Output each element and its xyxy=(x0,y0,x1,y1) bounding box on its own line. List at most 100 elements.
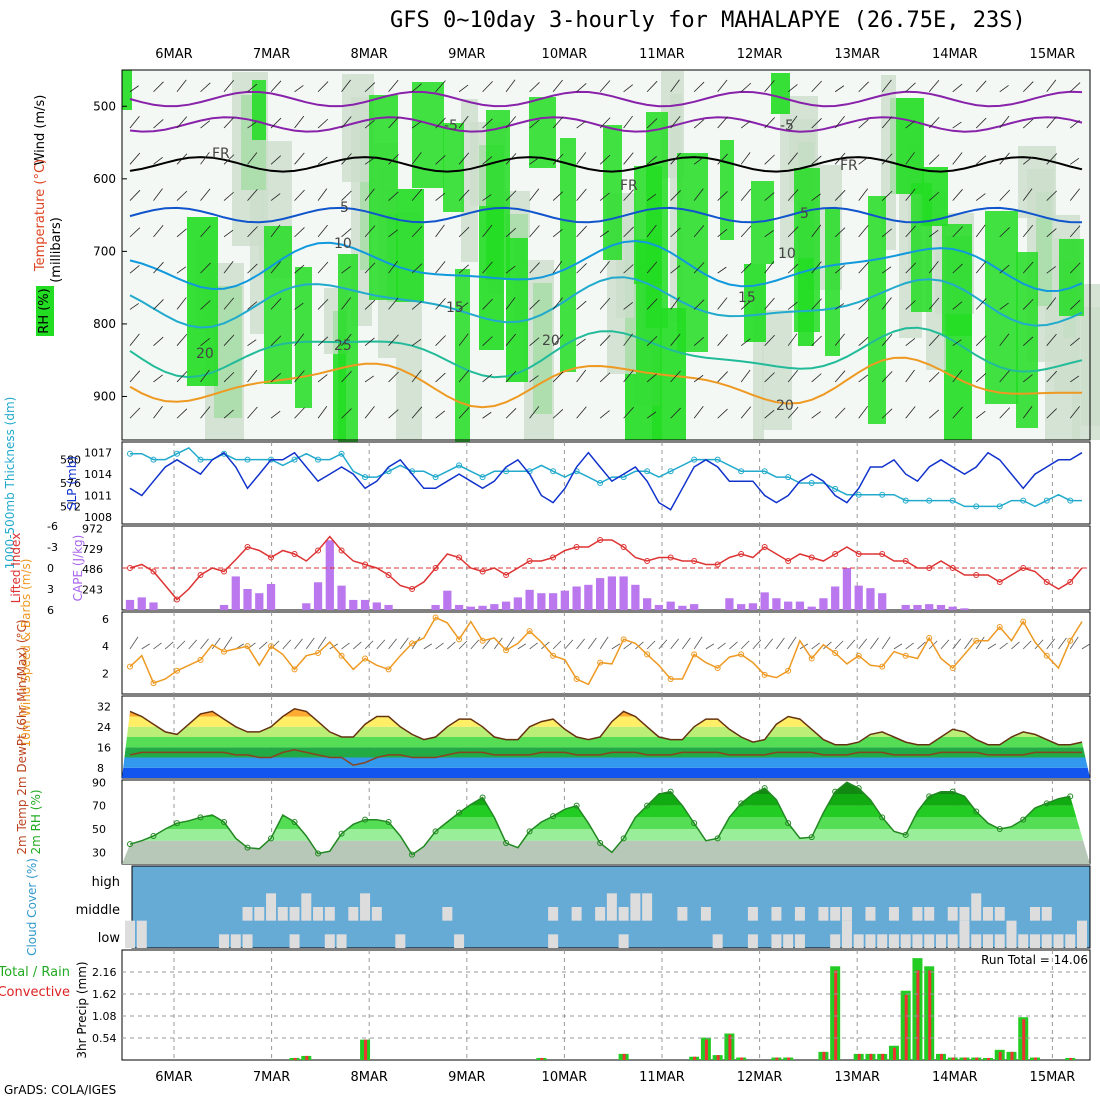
wind-barb-10m xyxy=(153,642,162,650)
lifted-index-line-marker xyxy=(409,586,416,592)
wind-barb xyxy=(505,227,517,238)
wind-barb xyxy=(999,370,1010,383)
cape-bar xyxy=(501,601,511,610)
wind-barb xyxy=(905,188,916,201)
wind-barb xyxy=(952,406,963,419)
wind-barb xyxy=(834,227,846,238)
lifted-index-line-marker xyxy=(949,565,956,571)
wind-barb xyxy=(341,333,352,346)
wind-speed-line-marker xyxy=(644,651,651,658)
wind-barb xyxy=(599,297,611,310)
wind-barb xyxy=(646,193,657,201)
cloud-block xyxy=(618,934,629,948)
rh-line-marker xyxy=(409,851,416,858)
wind-barb xyxy=(928,334,940,346)
wind-barb xyxy=(317,406,328,419)
wind-barb xyxy=(223,260,234,274)
wind-barb xyxy=(1069,406,1080,419)
rh-patch-moist xyxy=(264,226,292,384)
wind-barb xyxy=(646,118,658,129)
wind-speed-line-marker xyxy=(620,636,627,643)
wind-barb xyxy=(646,411,657,419)
wind-barb xyxy=(787,84,798,93)
wind-speed-line-marker xyxy=(550,652,557,659)
wind-barb xyxy=(1022,188,1033,201)
lifted-index-line-marker xyxy=(385,572,392,578)
cloud-block xyxy=(994,934,1005,948)
date-tick-bottom: 15MAR xyxy=(1030,1070,1076,1085)
rh-tick: 50 xyxy=(92,823,106,836)
wind-barb xyxy=(905,82,916,93)
wind-barb-10m xyxy=(505,636,515,650)
rh-line-marker xyxy=(879,814,886,821)
wind-speed-line-marker xyxy=(150,680,157,687)
cape-bar xyxy=(901,604,910,610)
cloud-block xyxy=(865,934,876,948)
wind-barb xyxy=(811,80,822,93)
rh-line-marker xyxy=(362,816,369,823)
wind-barb-10m xyxy=(317,636,327,650)
wind-barb xyxy=(1022,118,1034,129)
cloud-block xyxy=(125,920,135,948)
cloud-block xyxy=(959,907,970,921)
cape-bar xyxy=(372,602,381,610)
wind-barb xyxy=(270,298,282,310)
wind-barb xyxy=(458,226,470,238)
wind-barb xyxy=(223,229,234,238)
wind-speed-line-marker xyxy=(127,663,133,670)
contour-label: 20 xyxy=(542,333,560,349)
wind-barb xyxy=(552,191,564,201)
rh-patch xyxy=(524,260,554,440)
cloud-block xyxy=(277,907,288,921)
convective-bar xyxy=(822,1051,826,1060)
wind-barb xyxy=(317,261,329,274)
cloud-block xyxy=(818,907,829,921)
cape-bar xyxy=(525,589,534,610)
wind-barb-10m xyxy=(129,636,139,650)
wind-barb xyxy=(458,302,469,310)
cape-bar xyxy=(560,590,569,610)
wind-barb-10m xyxy=(494,637,503,650)
wind-barb xyxy=(411,339,422,347)
rh-line-marker xyxy=(644,802,651,809)
wind-barb xyxy=(599,80,611,93)
wind-barb xyxy=(975,335,987,346)
convective-bar xyxy=(693,1056,697,1060)
rh-patch-moist xyxy=(338,254,358,476)
cape-bar xyxy=(572,586,581,610)
wind-speed-line-marker xyxy=(338,652,345,659)
wind-barb xyxy=(129,152,141,165)
cloud-block xyxy=(947,907,958,921)
thickness-line-marker xyxy=(691,456,698,463)
wind-barb xyxy=(952,339,962,347)
thickness-line-marker xyxy=(1067,497,1074,504)
rh-line-marker xyxy=(526,828,533,835)
rh-patch-moist xyxy=(560,138,576,372)
wind-speed-line-marker xyxy=(902,652,909,659)
legend-convective: Convective xyxy=(0,985,70,1000)
pressure-tick: 900 xyxy=(93,389,116,403)
lifted-index-line-marker xyxy=(855,551,862,557)
contour-label: 10 xyxy=(334,236,352,252)
convective-bar xyxy=(622,1053,626,1060)
convective-bar xyxy=(904,994,908,1060)
wind-barb-10m xyxy=(588,637,597,650)
wind-speed-line-marker xyxy=(362,655,369,662)
lifted-index-line-marker xyxy=(714,561,721,568)
wind-speed-line-marker xyxy=(996,624,1003,631)
wind-barb xyxy=(411,406,423,419)
wind-barb xyxy=(1046,408,1057,419)
wind-barb xyxy=(928,154,940,165)
wind-barb xyxy=(693,81,705,93)
convective-bar xyxy=(1022,1019,1026,1060)
wind-barb xyxy=(670,297,680,310)
cape-tick: 243 xyxy=(82,584,103,597)
cloud-block xyxy=(677,907,688,921)
wind-barb xyxy=(247,369,258,383)
wind-barb xyxy=(341,153,352,165)
wind-barb xyxy=(693,337,705,346)
wind-barb xyxy=(623,302,634,310)
wind-barb xyxy=(905,406,916,419)
wind-barb xyxy=(646,373,657,383)
wind-barb xyxy=(1046,266,1056,274)
